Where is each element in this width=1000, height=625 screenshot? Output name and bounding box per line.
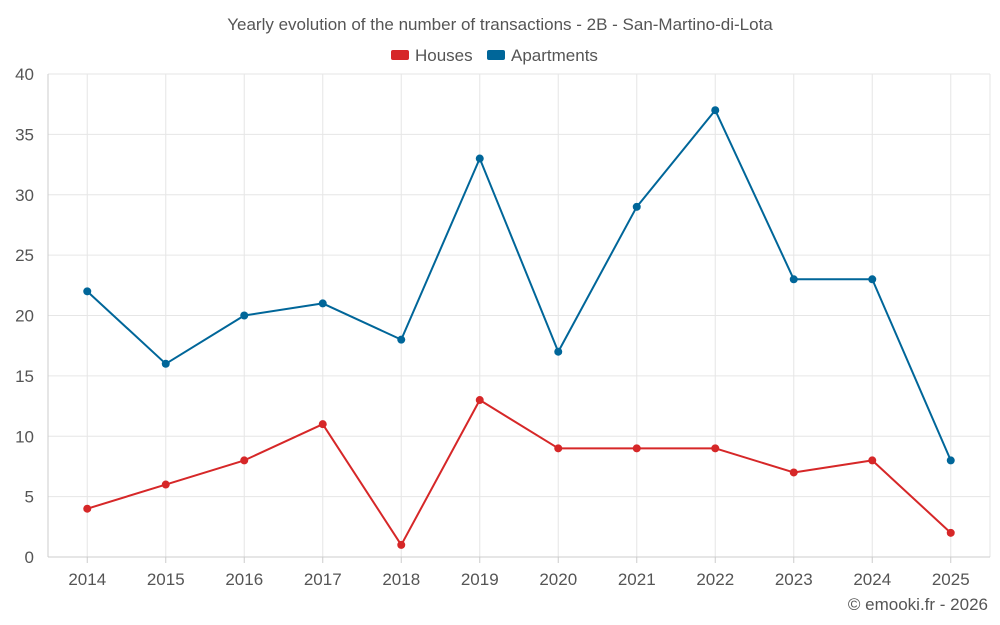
x-tick-label: 2014	[68, 570, 106, 589]
y-tick-label: 0	[25, 548, 34, 567]
data-point-houses[interactable]	[397, 540, 406, 549]
data-point-houses[interactable]	[83, 504, 92, 513]
series-houses	[83, 396, 955, 549]
data-point-apartments[interactable]	[397, 335, 406, 344]
legend-label-apartments: Apartments	[511, 46, 598, 65]
x-tick-label: 2022	[696, 570, 734, 589]
data-point-houses[interactable]	[632, 444, 641, 453]
data-point-apartments[interactable]	[475, 154, 484, 163]
y-tick-label: 10	[15, 427, 34, 446]
x-tick-label: 2015	[147, 570, 185, 589]
y-tick-label: 25	[15, 246, 34, 265]
legend-item-houses[interactable]: Houses	[391, 46, 473, 65]
y-tick-label: 40	[15, 65, 34, 84]
chart-title: Yearly evolution of the number of transa…	[227, 15, 773, 34]
data-point-houses[interactable]	[711, 444, 720, 453]
legend-swatch-apartments	[487, 50, 505, 60]
y-tick-label: 15	[15, 367, 34, 386]
data-point-apartments[interactable]	[946, 456, 955, 465]
data-point-apartments[interactable]	[789, 275, 798, 284]
data-point-apartments[interactable]	[868, 275, 877, 284]
data-point-houses[interactable]	[868, 456, 877, 465]
data-point-houses[interactable]	[475, 396, 484, 405]
axes	[47, 74, 990, 563]
x-tick-label: 2021	[618, 570, 656, 589]
x-tick-label: 2019	[461, 570, 499, 589]
x-tick-label: 2020	[539, 570, 577, 589]
y-tick-label: 30	[15, 186, 34, 205]
x-tick-label: 2024	[853, 570, 891, 589]
legend-item-apartments[interactable]: Apartments	[487, 46, 598, 65]
legend-label-houses: Houses	[415, 46, 473, 65]
series-line-apartments	[86, 109, 952, 461]
data-point-houses[interactable]	[240, 456, 249, 465]
legend: Houses Apartments	[391, 46, 598, 65]
y-axis-ticks: 0 5 10 15 20 25 30 35 40	[15, 65, 34, 567]
data-point-apartments[interactable]	[240, 311, 249, 320]
data-point-apartments[interactable]	[83, 287, 92, 296]
series-apartments	[83, 106, 955, 465]
data-point-apartments[interactable]	[632, 202, 641, 211]
y-tick-label: 35	[15, 125, 34, 144]
data-point-houses[interactable]	[161, 480, 170, 489]
data-point-apartments[interactable]	[554, 347, 563, 356]
data-point-apartments[interactable]	[161, 359, 170, 368]
data-point-houses[interactable]	[789, 468, 798, 477]
x-axis-ticks: 2014 2015 2016 2017 2018 2019 2020 2021 2022 2023…	[68, 570, 969, 589]
x-tick-label: 2018	[382, 570, 420, 589]
x-tick-label: 2025	[932, 570, 970, 589]
y-tick-label: 20	[15, 307, 34, 326]
data-point-apartments[interactable]	[711, 106, 720, 115]
series-line-houses	[86, 399, 952, 546]
credit-text: © emooki.fr - 2026	[848, 595, 988, 614]
legend-swatch-houses	[391, 50, 409, 60]
data-point-houses[interactable]	[318, 420, 327, 429]
grid	[48, 73, 991, 557]
data-point-houses[interactable]	[554, 444, 563, 453]
x-tick-label: 2016	[225, 570, 263, 589]
data-point-apartments[interactable]	[318, 299, 327, 308]
series	[83, 106, 955, 549]
x-tick-label: 2017	[304, 570, 342, 589]
x-tick-label: 2023	[775, 570, 813, 589]
data-point-houses[interactable]	[946, 528, 955, 537]
y-tick-label: 5	[25, 488, 34, 507]
